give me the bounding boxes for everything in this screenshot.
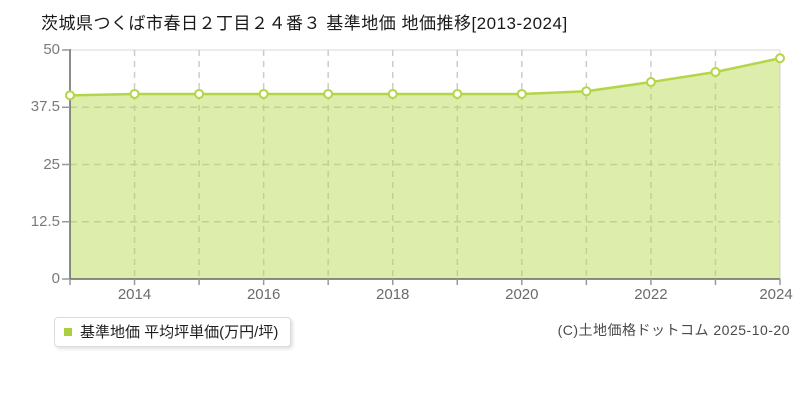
data-point-2019[interactable]: [452, 88, 463, 99]
data-point-2016[interactable]: [258, 88, 269, 99]
x-axis-label-2020: 2020: [505, 286, 539, 303]
data-point-2014[interactable]: [129, 88, 140, 99]
x-axis-label-2014: 2014: [117, 286, 152, 303]
series-line: [69, 57, 781, 97]
x-axis-label-2022: 2022: [634, 286, 668, 303]
y-axis-label-0: 0: [51, 270, 60, 287]
legend-series-marker-icon: [64, 327, 72, 336]
series-area-fill: [70, 58, 780, 279]
data-point-2017[interactable]: [323, 88, 334, 99]
x-axis-label-2016: 2016: [246, 286, 281, 303]
data-point-2022[interactable]: [645, 77, 656, 88]
y-axis-label-37.5: 37.5: [30, 98, 60, 116]
chart-title: 茨城県つくば市春日２丁目２４番３ 基準地価 地価推移[2013-2024]: [41, 14, 568, 33]
y-axis-label-25: 25: [43, 155, 60, 173]
y-axis-label-50: 50: [43, 41, 60, 58]
data-point-2013[interactable]: [65, 90, 75, 101]
x-axis-label-2018: 2018: [376, 286, 410, 303]
copyright-credit: (C)土地価格ドットコム 2025-10-20: [557, 322, 790, 338]
data-point-2020[interactable]: [516, 88, 527, 99]
data-point-2023[interactable]: [710, 66, 721, 77]
data-point-2021[interactable]: [581, 86, 592, 97]
y-axis-label-12.5: 12.5: [30, 212, 60, 230]
data-point-2015[interactable]: [194, 88, 205, 99]
data-point-2024[interactable]: [775, 53, 785, 64]
x-axis-label-2024: 2024: [759, 286, 793, 303]
data-point-2018[interactable]: [387, 88, 398, 99]
legend-series-label: 基準地価 平均坪単価(万円/坪): [80, 324, 279, 341]
legend: 基準地価 平均坪単価(万円/坪): [54, 317, 292, 347]
